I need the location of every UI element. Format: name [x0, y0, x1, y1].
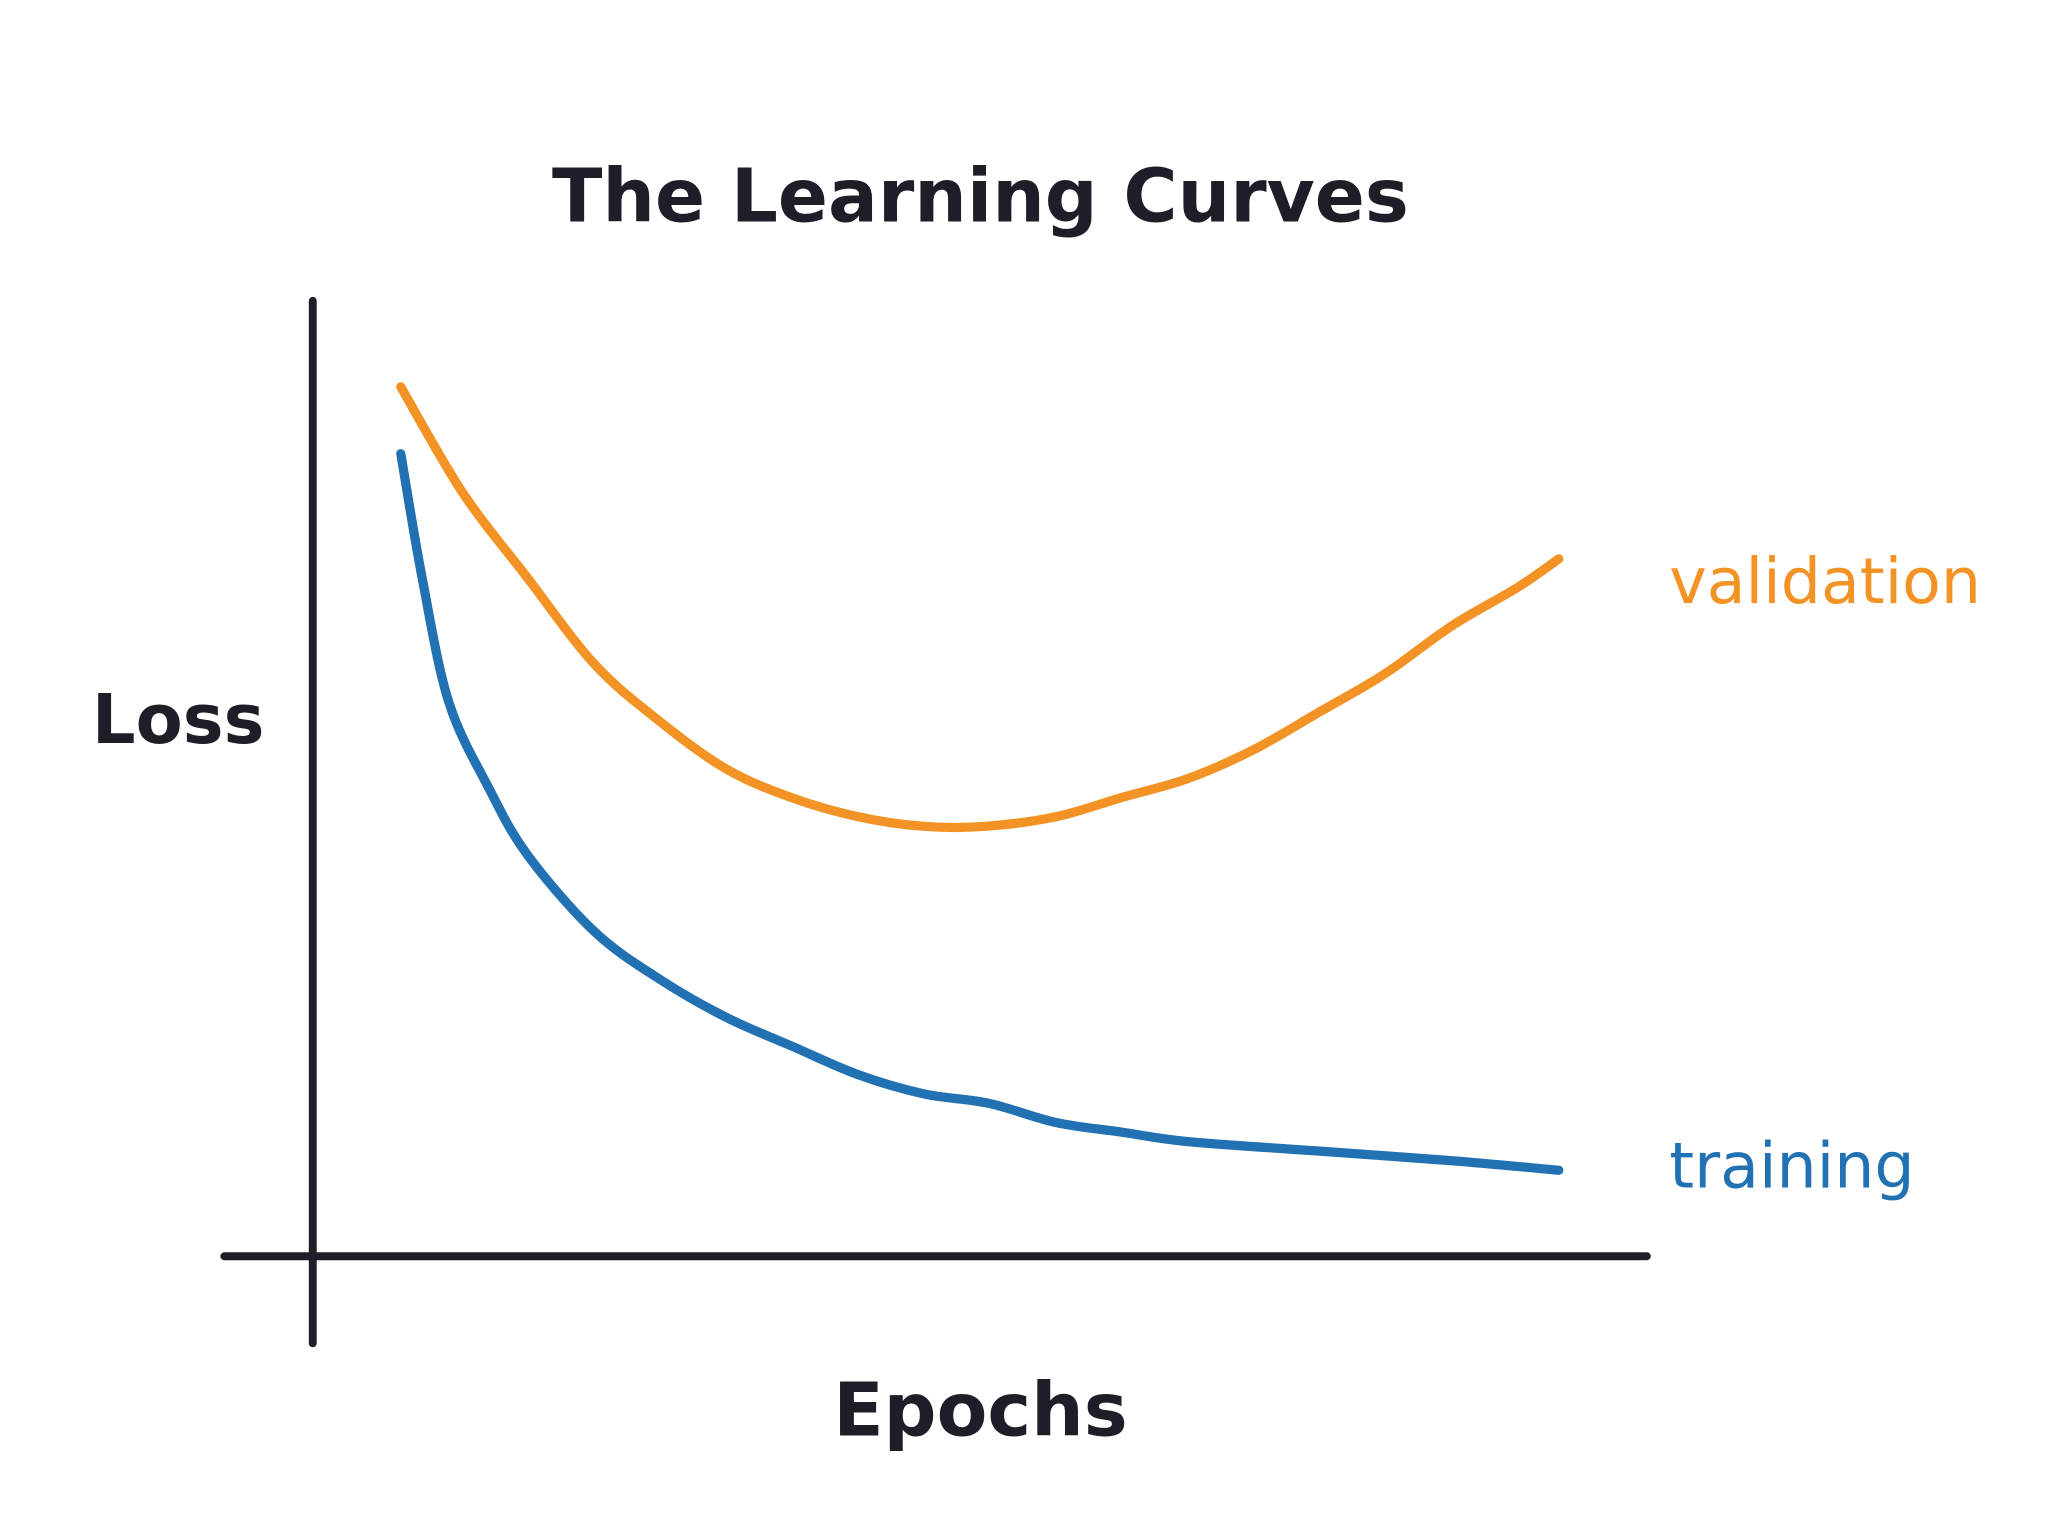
series-line-training — [396, 449, 1564, 1175]
chart-title: The Learning Curves — [552, 154, 1409, 240]
y-axis-label: Loss — [92, 680, 265, 760]
series-label-training: training — [1669, 1129, 1914, 1203]
series-line-validation — [396, 382, 1564, 833]
series-label-validation: validation — [1669, 544, 1981, 618]
x-axis-label: Epochs — [833, 1368, 1127, 1454]
